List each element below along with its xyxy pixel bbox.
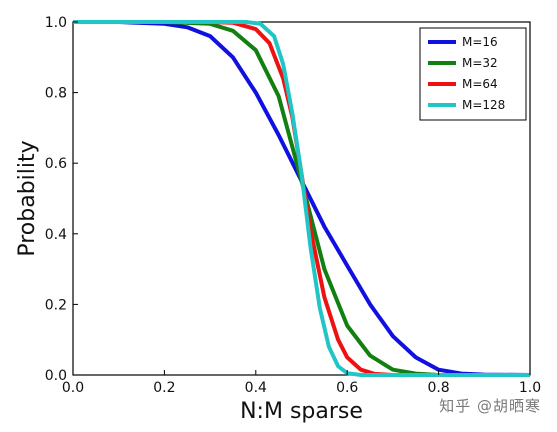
legend-entry-label: M=128 xyxy=(462,98,505,112)
y-tick-label: 0.0 xyxy=(45,368,67,384)
x-tick-label: 1.0 xyxy=(519,380,541,396)
x-tick-label: 0.8 xyxy=(427,380,449,396)
y-tick-label: 0.6 xyxy=(45,156,67,172)
y-axis-label: Probability xyxy=(15,140,40,256)
y-tick-label: 0.8 xyxy=(45,86,67,102)
y-tick-label: 0.2 xyxy=(45,297,67,313)
legend-entry-label: M=64 xyxy=(462,77,498,91)
legend-entry-label: M=16 xyxy=(462,35,498,49)
watermark: 知乎 @胡晒寒 xyxy=(439,395,541,416)
x-tick-label: 0.2 xyxy=(153,380,175,396)
x-tick-label: 0.6 xyxy=(336,380,358,396)
y-tick-label: 0.4 xyxy=(45,227,67,243)
x-tick-label: 0.4 xyxy=(245,380,267,396)
legend: M=16 M=32 M=64 M=128 xyxy=(420,28,526,120)
legend-entry-label: M=32 xyxy=(462,56,498,70)
y-tick-label: 1.0 xyxy=(45,15,67,31)
x-axis-label: N:M sparse xyxy=(240,399,363,424)
